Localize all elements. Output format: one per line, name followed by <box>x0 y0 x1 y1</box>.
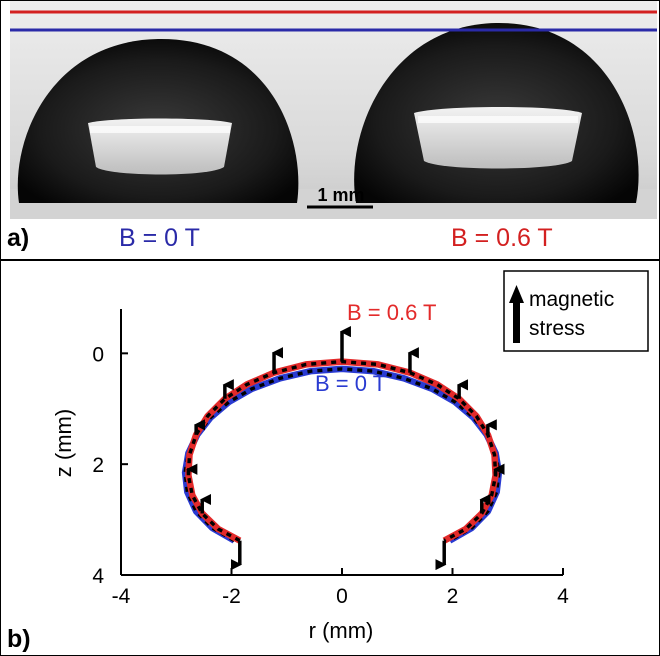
stress-arrows <box>186 326 505 571</box>
y-tick-label: 0 <box>92 343 104 366</box>
y-axis-label: z (mm) <box>51 409 76 477</box>
zero-field-curve-label: B = 0 T <box>315 371 386 396</box>
zero-field-profile-curve-overlay <box>183 367 501 543</box>
x-tick-label: 4 <box>557 585 569 608</box>
panel-b-label: b) <box>7 625 31 653</box>
panel-a-label: a) <box>7 224 30 252</box>
right-droplet-reflection-band <box>418 116 578 123</box>
x-tick-label: 2 <box>447 585 459 608</box>
scale-bar-label: 1 mm <box>317 185 364 205</box>
left-droplet-reflection-band <box>90 126 230 133</box>
panel-b: -4 -2 0 2 4 0 2 4 B = 0.6 T B = 0 T r (mm) z (m… <box>1 261 659 655</box>
field-on-caption: B = 0.6 T <box>451 224 553 252</box>
x-tick-label: -4 <box>112 585 131 608</box>
panel-divider <box>1 259 659 261</box>
legend-text-line1: magnetic <box>529 288 614 311</box>
droplet-photograph: 1 mm <box>10 1 657 219</box>
profile-chart: -4 -2 0 2 4 0 2 4 B = 0.6 T B = 0 T r (mm) z (m… <box>7 270 649 653</box>
arrow-up-icon <box>509 285 524 343</box>
x-tick-label: 0 <box>336 585 348 608</box>
x-tick-label: -2 <box>222 585 241 608</box>
legend-box <box>503 270 649 352</box>
legend-text-line2: stress <box>529 317 585 340</box>
zero-field-caption: B = 0 T <box>119 224 200 252</box>
chart-axes: -4 -2 0 2 4 0 2 4 <box>92 309 569 608</box>
x-axis-label: r (mm) <box>309 618 374 643</box>
y-tick-label: 2 <box>92 454 104 477</box>
y-tick-label: 4 <box>92 565 104 588</box>
field-on-curve-label: B = 0.6 T <box>347 300 436 325</box>
panel-a: 1 mm a) B = 0 T B = 0.6 T <box>1 1 659 259</box>
